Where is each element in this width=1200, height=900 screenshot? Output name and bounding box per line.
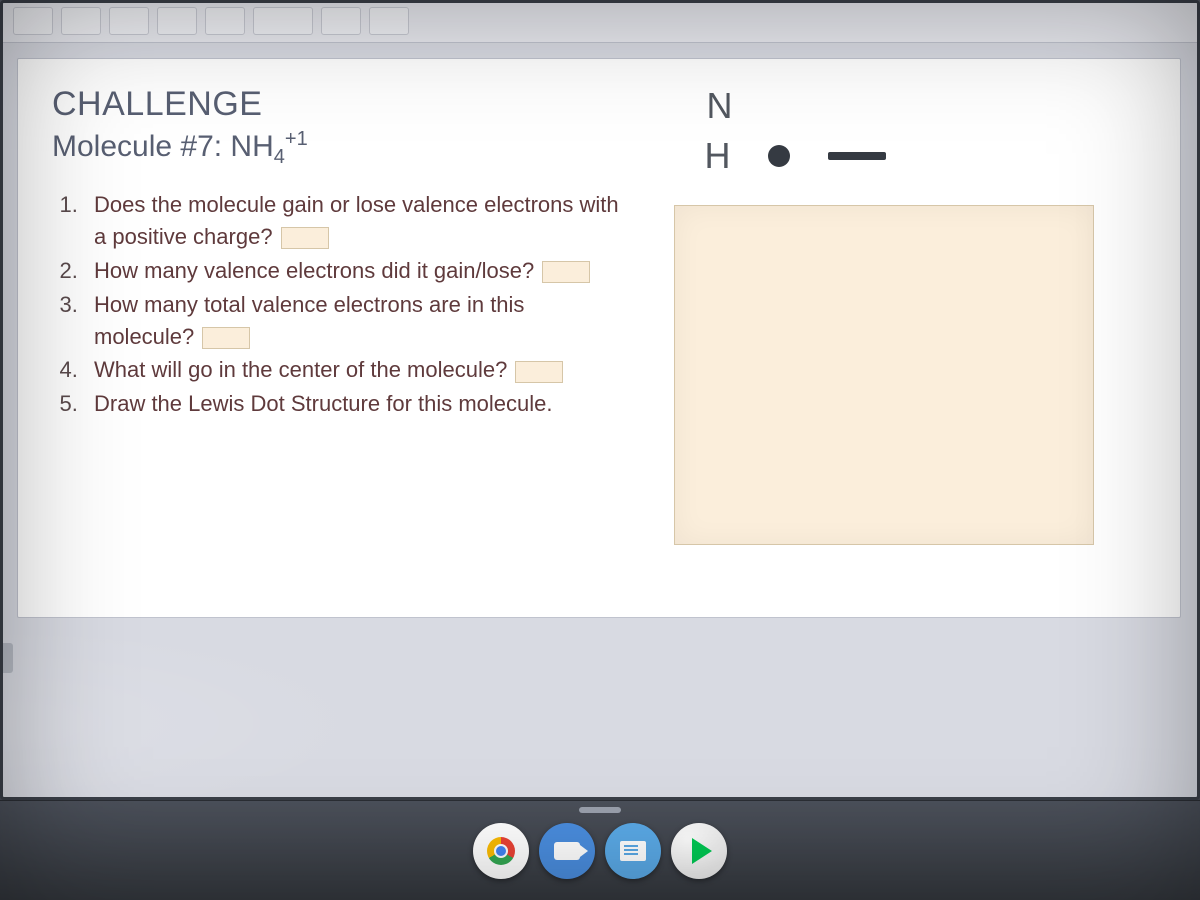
zoom-icon[interactable] bbox=[539, 823, 595, 879]
question-text: What will go in the center of the molecu… bbox=[94, 357, 507, 382]
chrome-icon[interactable] bbox=[473, 823, 529, 879]
toolbar-button[interactable] bbox=[61, 7, 101, 35]
toolbar-button[interactable] bbox=[205, 7, 245, 35]
question-list: Does the molecule gain or lose valence e… bbox=[52, 189, 626, 420]
challenge-title: CHALLENGE bbox=[52, 85, 626, 124]
question-text: Does the molecule gain or lose valence e… bbox=[94, 192, 619, 249]
questions-column: CHALLENGE Molecule #7: NH4+1 Does the mo… bbox=[52, 85, 626, 591]
answer-input-box[interactable] bbox=[542, 261, 590, 283]
question-text: Draw the Lewis Dot Structure for this mo… bbox=[94, 391, 553, 416]
molecule-prefix: Molecule #7: NH bbox=[52, 130, 274, 163]
chrome-os-shelf bbox=[0, 800, 1200, 900]
side-tab-left[interactable] bbox=[3, 643, 13, 673]
shelf-handle bbox=[579, 807, 621, 813]
screen-glare bbox=[3, 623, 383, 800]
lewis-structure-canvas[interactable] bbox=[674, 205, 1094, 545]
answer-input-box[interactable] bbox=[515, 361, 563, 383]
molecule-superscript: +1 bbox=[285, 128, 308, 150]
files-app-icon[interactable] bbox=[605, 823, 661, 879]
toolbar-button[interactable] bbox=[369, 7, 409, 35]
play-app-icon[interactable] bbox=[671, 823, 727, 879]
question-item: How many valence electrons did it gain/l… bbox=[84, 255, 626, 287]
bond-dash-tool[interactable] bbox=[828, 152, 886, 160]
toolbar-button[interactable] bbox=[253, 7, 313, 35]
answer-input-box[interactable] bbox=[281, 227, 329, 249]
legend-h-label[interactable]: H bbox=[704, 135, 730, 177]
drawing-column: N H bbox=[626, 85, 1146, 591]
legend-tools-row: H bbox=[704, 135, 886, 177]
legend-n-label[interactable]: N bbox=[704, 85, 886, 127]
electron-dot-tool[interactable] bbox=[768, 145, 790, 167]
toolbar-button[interactable] bbox=[321, 7, 361, 35]
molecule-subscript: 4 bbox=[274, 146, 285, 168]
question-item: What will go in the center of the molecu… bbox=[84, 354, 626, 386]
question-item: How many total valence electrons are in … bbox=[84, 289, 626, 353]
question-text: How many valence electrons did it gain/l… bbox=[94, 258, 534, 283]
screen-area: CHALLENGE Molecule #7: NH4+1 Does the mo… bbox=[0, 0, 1200, 800]
toolbar-button[interactable] bbox=[157, 7, 197, 35]
element-legend: N H bbox=[704, 85, 886, 177]
molecule-formula: Molecule #7: NH4+1 bbox=[52, 128, 626, 169]
toolbar-button[interactable] bbox=[109, 7, 149, 35]
answer-input-box[interactable] bbox=[202, 327, 250, 349]
question-text: How many total valence electrons are in … bbox=[94, 292, 524, 349]
window-toolbar bbox=[3, 3, 1197, 43]
worksheet-card: CHALLENGE Molecule #7: NH4+1 Does the mo… bbox=[17, 58, 1181, 618]
question-item: Draw the Lewis Dot Structure for this mo… bbox=[84, 388, 626, 420]
question-item: Does the molecule gain or lose valence e… bbox=[84, 189, 626, 253]
toolbar-button[interactable] bbox=[13, 7, 53, 35]
